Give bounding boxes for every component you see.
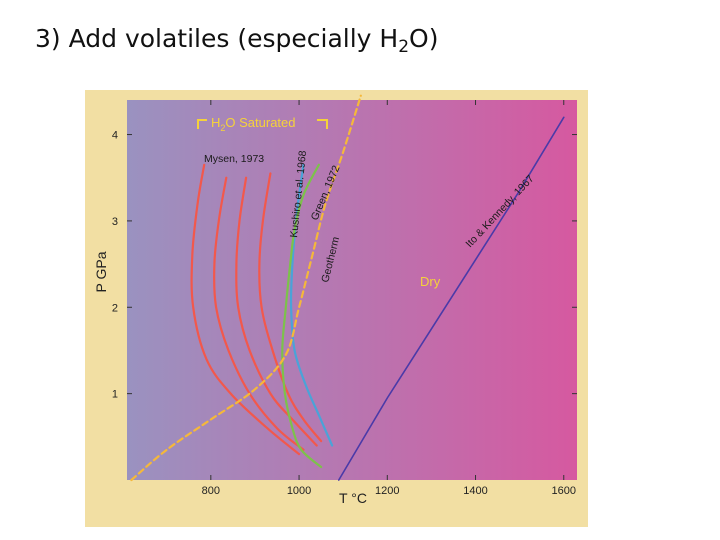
y-axis-label: P GPa (93, 251, 109, 292)
svg-text:H2O Saturated: H2O Saturated (211, 115, 296, 133)
dry-annotation: Dry (420, 274, 441, 289)
group-label-suffix: O Saturated (225, 115, 295, 130)
group-label-prefix: H (211, 115, 220, 130)
group-label-sub: 2 (220, 123, 225, 133)
y-tick-label: 2 (112, 302, 118, 314)
x-tick-label: 800 (202, 485, 220, 497)
series-line-mysen-1973-3 (258, 172, 323, 443)
x-tick-label: 1200 (375, 485, 399, 497)
series-line-geotherm-6 (130, 94, 362, 482)
h2o-saturated-label: H2O Saturated (197, 115, 328, 133)
y-tick-label: 1 (112, 389, 118, 401)
title-text: 3) Add volatiles (especially H (35, 24, 399, 53)
slide-title: 3) Add volatiles (especially H2O) (35, 24, 438, 57)
series-line-mysen-1973-0 (190, 163, 301, 456)
x-axis-label: T °C (339, 490, 367, 506)
label-mysen-1973: Mysen, 1973 (204, 153, 264, 165)
y-tick-label: 4 (112, 130, 118, 142)
phase-diagram-figure: 800 1000 1200 1400 1600 1 2 3 4 P GPa T °C H2O S… (85, 90, 588, 527)
axis-labels: P GPa T °C (93, 251, 367, 506)
title-text-end: O) (409, 24, 439, 53)
series-line-green-1972-5 (281, 163, 323, 469)
title-subscript: 2 (398, 37, 410, 57)
x-tick-label: 1400 (463, 485, 487, 497)
bracket-right (317, 119, 328, 129)
plot-area (127, 100, 577, 480)
y-tick-label: 3 (112, 216, 118, 228)
bracket-left (197, 119, 207, 129)
series-line-ito-kennedy-1967-7 (338, 116, 565, 481)
x-tick-label: 1600 (552, 485, 576, 497)
x-tick-label: 1000 (287, 485, 311, 497)
series-line-mysen-1973-1 (213, 176, 305, 451)
